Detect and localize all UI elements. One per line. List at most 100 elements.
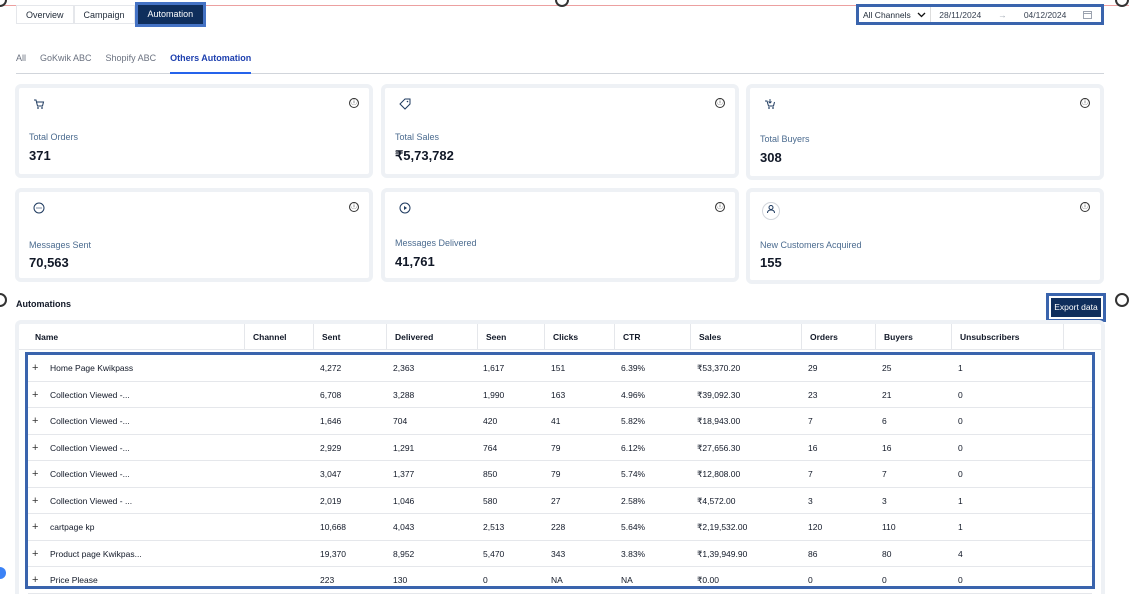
column-header[interactable]: Orders xyxy=(801,324,875,350)
card-label: Total Buyers xyxy=(760,134,810,144)
table-row[interactable]: + Product page Kwikpas... 19,370 8,952 5,470… xyxy=(28,541,1092,567)
resize-handle[interactable] xyxy=(1115,0,1129,7)
table-cell-channel xyxy=(253,567,316,593)
table-cell-ctr: 4.96% xyxy=(621,389,646,400)
table-row[interactable]: + Collection Viewed -... 1,646 704 420 41 5.82… xyxy=(28,408,1092,435)
subtab-all[interactable]: All xyxy=(16,53,27,63)
subtab-gokwik-abc[interactable]: GoKwik ABC xyxy=(40,53,92,63)
column-header[interactable]: Clicks xyxy=(544,324,614,350)
expand-icon[interactable]: + xyxy=(32,362,39,374)
column-header[interactable]: Delivered xyxy=(386,324,477,350)
resize-handle[interactable] xyxy=(0,0,7,7)
column-header[interactable]: Buyers xyxy=(875,324,951,350)
table-cell-sales: ₹2,19,532.00 xyxy=(697,522,748,532)
table-row[interactable]: + Home Page Kwikpass 4,272 2,363 1,617 151 6.3… xyxy=(28,355,1092,382)
table-cell-orders: 120 xyxy=(808,522,823,532)
column-header[interactable]: Seen xyxy=(477,324,544,350)
column-header[interactable]: Unsubscribers xyxy=(951,324,1063,350)
table-cell-sent: 6,708 xyxy=(320,389,342,400)
table-cell-sales: ₹1,39,949.90 xyxy=(697,548,748,559)
table-cell-unsubscribers: 1 xyxy=(958,495,963,506)
info-icon[interactable]: ⓘ xyxy=(715,98,725,108)
table-cell-name: Product page Kwikpas... xyxy=(50,548,142,559)
table-cell-sent: 1,646 xyxy=(320,416,342,426)
table-cell-sales: ₹39,092.30 xyxy=(697,389,741,400)
card-total-buyers: ⓘ Total Buyers 308 xyxy=(746,84,1104,180)
resize-handle[interactable] xyxy=(1115,293,1129,307)
tab-overview[interactable]: Overview xyxy=(16,5,74,24)
date-from[interactable]: 28/11/2024 xyxy=(939,9,982,20)
export-data-button[interactable]: Export data xyxy=(1046,293,1106,322)
info-icon[interactable]: ⓘ xyxy=(715,202,725,212)
table-row[interactable]: + Collection Viewed -... 6,708 3,288 1,990 16… xyxy=(28,382,1092,408)
date-range-picker[interactable]: 28/11/2024 → 04/12/2024 xyxy=(931,10,1101,20)
table-cell-channel xyxy=(253,488,316,514)
table-cell-sales: ₹27,656.30 xyxy=(697,442,741,453)
tab-automation[interactable]: Automation xyxy=(134,2,207,27)
table-cell-orders: 86 xyxy=(808,548,818,559)
expand-icon[interactable]: + xyxy=(32,468,39,480)
expand-icon[interactable]: + xyxy=(32,494,39,507)
table-row[interactable]: + cartpage kp 10,668 4,043 2,513 228 5.64% ₹2,1… xyxy=(28,514,1092,541)
expand-icon[interactable]: + xyxy=(32,415,39,427)
table-cell-orders: 7 xyxy=(808,469,813,479)
card-total-sales: ⓘ Total Sales ₹5,73,782 xyxy=(381,84,739,178)
card-value: 70,563 xyxy=(29,255,69,270)
column-header[interactable]: Name xyxy=(35,332,59,342)
column-header[interactable]: Sent xyxy=(313,324,386,350)
date-to[interactable]: 04/12/2024 xyxy=(1023,9,1067,20)
resize-handle[interactable] xyxy=(555,0,569,7)
subtab-shopify-abc[interactable]: Shopify ABC xyxy=(105,53,157,63)
expand-icon[interactable]: + xyxy=(32,388,39,401)
table-header: Name Channel Sent Delivered Seen Clicks CTR Sal… xyxy=(19,324,1101,350)
table-cell-clicks: 41 xyxy=(551,416,561,426)
table-cell-name: Collection Viewed -... xyxy=(50,442,130,453)
table-cell-unsubscribers: 1 xyxy=(958,522,963,532)
buyers-cart-icon xyxy=(762,98,778,114)
table-cell-ctr: 2.58% xyxy=(621,495,646,506)
info-icon[interactable]: ⓘ xyxy=(349,98,359,108)
table-row[interactable]: + Collection Viewed -... 3,047 1,377 850 79 5.… xyxy=(28,461,1092,488)
floating-indicator[interactable] xyxy=(0,567,6,579)
expand-icon[interactable]: + xyxy=(32,521,39,533)
card-value: 155 xyxy=(760,255,782,270)
table-cell-buyers: 0 xyxy=(882,575,887,585)
tab-campaign[interactable]: Campaign xyxy=(73,5,135,24)
column-header[interactable]: CTR xyxy=(614,324,690,350)
expand-icon[interactable]: + xyxy=(32,547,39,560)
table-cell-ctr: 5.74% xyxy=(621,469,646,479)
table-cell-sales: ₹12,808.00 xyxy=(697,469,741,479)
table-cell-delivered: 1,046 xyxy=(393,495,415,506)
table-cell-name: Collection Viewed -... xyxy=(50,389,130,400)
table-cell-sent: 19,370 xyxy=(320,548,346,559)
table-cell-orders: 7 xyxy=(808,416,813,426)
channel-select[interactable]: All Channels xyxy=(859,7,931,22)
column-header[interactable]: Channel xyxy=(244,324,313,350)
table-cell-orders: 23 xyxy=(808,389,818,400)
table-cell-sales: ₹18,943.00 xyxy=(697,416,741,426)
table-cell-name: Collection Viewed - ... xyxy=(50,495,133,506)
table-row[interactable]: + Collection Viewed -... 2,929 1,291 764 79 6.… xyxy=(28,435,1092,461)
calendar-icon[interactable] xyxy=(1083,10,1093,19)
table-cell-ctr: NA xyxy=(621,575,633,585)
table-cell-clicks: 343 xyxy=(551,548,566,559)
table-cell-delivered: 2,363 xyxy=(393,363,415,373)
table-cell-buyers: 3 xyxy=(882,495,887,506)
card-messages-delivered: ⓘ Messages Delivered 41,761 xyxy=(381,188,739,282)
resize-handle[interactable] xyxy=(0,293,7,307)
info-icon[interactable]: ⓘ xyxy=(349,202,359,212)
table-cell-sent: 223 xyxy=(320,575,335,585)
table-cell-seen: 580 xyxy=(483,495,498,506)
table-row[interactable]: + Price Please 223 130 0 NA NA ₹0.00 0 0 0 xyxy=(28,567,1092,594)
table-cell-sent: 2,929 xyxy=(320,442,342,453)
table-row[interactable]: + Collection Viewed - ... 2,019 1,046 580 27 2… xyxy=(28,488,1092,514)
expand-icon[interactable]: + xyxy=(32,574,39,586)
info-icon[interactable]: ⓘ xyxy=(1080,98,1090,108)
info-icon[interactable]: ⓘ xyxy=(1080,202,1090,212)
table-cell-delivered: 1,291 xyxy=(393,442,415,453)
table-cell-sent: 4,272 xyxy=(320,363,342,373)
column-header[interactable]: Sales xyxy=(690,324,801,350)
table-cell-name: Collection Viewed -... xyxy=(50,416,130,426)
expand-icon[interactable]: + xyxy=(32,441,39,454)
subtab-others-automation[interactable]: Others Automation xyxy=(170,53,252,74)
